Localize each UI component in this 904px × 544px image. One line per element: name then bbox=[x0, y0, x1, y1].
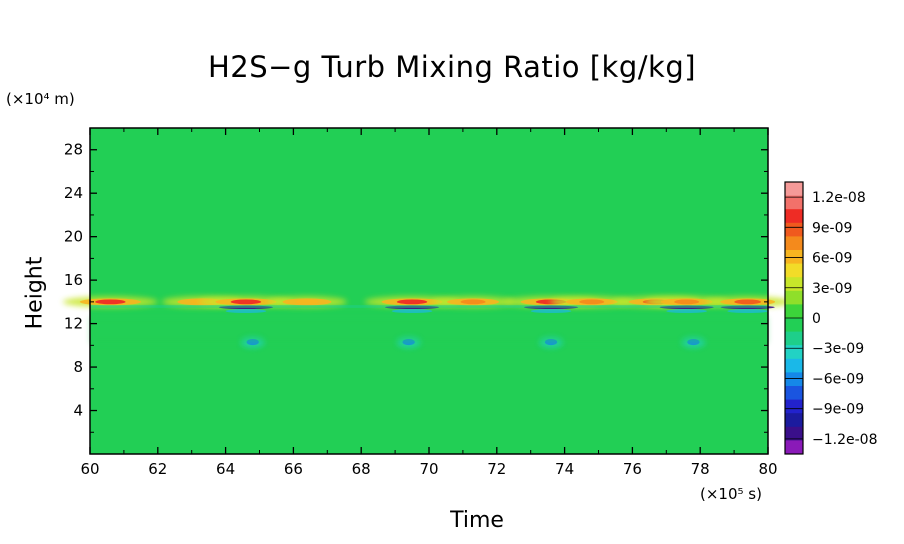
x-tick-label: 70 bbox=[419, 460, 438, 478]
y-tick-label: 12 bbox=[64, 315, 83, 333]
heatmap-cell bbox=[95, 299, 126, 305]
colorbar-swatch bbox=[785, 209, 803, 224]
y-tick-label: 8 bbox=[73, 358, 83, 376]
chart-title: H2S−g Turb Mixing Ratio [kg/kg] bbox=[207, 50, 697, 84]
colorbar-swatch bbox=[785, 426, 803, 441]
heatmap-cell bbox=[674, 299, 700, 305]
heatmap-cell bbox=[391, 309, 433, 314]
heatmap-cell bbox=[225, 309, 267, 314]
heatmap-features bbox=[62, 296, 792, 348]
x-tick-label: 60 bbox=[80, 460, 99, 478]
colorbar-tick-label: 9e-09 bbox=[812, 220, 852, 236]
y-tick-label: 24 bbox=[64, 184, 83, 202]
x-tick-label: 68 bbox=[352, 460, 371, 478]
heatmap-cell bbox=[230, 299, 262, 305]
colorbar: 1.2e-08 9e-09 6e-09 3e-09 0 −3e-09 −6e-09 −9e-0… bbox=[784, 181, 877, 455]
colorbar-swatch bbox=[785, 277, 803, 292]
colorbar-tick-label: −3e-09 bbox=[812, 341, 864, 357]
heatmap-cell bbox=[460, 299, 486, 305]
x-tick-label: 66 bbox=[284, 460, 303, 478]
colorbar-swatch bbox=[785, 222, 803, 237]
y-axis-unit: (×10⁴ m) bbox=[6, 90, 75, 108]
x-tick-label: 74 bbox=[555, 460, 574, 478]
heatmap-cell bbox=[295, 299, 319, 305]
colorbar-tick-label: 1.2e-08 bbox=[812, 190, 866, 206]
x-tick-label: 76 bbox=[623, 460, 642, 478]
colorbar-swatch bbox=[785, 290, 803, 305]
colorbar-swatch bbox=[785, 195, 803, 210]
x-axis-label: Time bbox=[450, 508, 504, 533]
heatmap-cell bbox=[666, 309, 707, 314]
colorbar-swatch bbox=[785, 236, 803, 251]
heatmap-cell bbox=[734, 299, 762, 305]
x-tick-label: 80 bbox=[758, 460, 777, 478]
colorbar-swatch bbox=[785, 331, 803, 346]
heatmap-cell bbox=[727, 309, 768, 314]
colorbar-tick-label: 3e-09 bbox=[812, 281, 852, 297]
colorbar-swatch bbox=[785, 399, 803, 414]
x-tick-label: 72 bbox=[487, 460, 506, 478]
colorbar-swatch bbox=[785, 250, 803, 265]
colorbar-tick-label: −6e-09 bbox=[812, 371, 864, 387]
colorbar-swatch bbox=[785, 440, 803, 455]
colorbar-swatch bbox=[785, 413, 803, 428]
colorbar-swatch bbox=[785, 372, 803, 387]
x-tick-label: 78 bbox=[691, 460, 710, 478]
heatmap-cell bbox=[530, 309, 572, 314]
heatmap-cell bbox=[396, 299, 428, 305]
colorbar-swatch bbox=[785, 304, 803, 319]
colorbar-swatch bbox=[785, 386, 803, 401]
y-tick-label: 4 bbox=[73, 402, 83, 420]
x-tick-label: 62 bbox=[148, 460, 167, 478]
heatmap-cell bbox=[90, 317, 768, 344]
colorbar-tick-label: −1.2e-08 bbox=[812, 432, 877, 448]
y-tick-label: 28 bbox=[64, 141, 83, 159]
heatmap-cell bbox=[579, 299, 605, 305]
colorbar-tick-label: 0 bbox=[812, 311, 821, 327]
axes: 60 62 64 66 68 70 72 74 76 78 80 4 8 12 16 20 24 28 bbox=[64, 127, 778, 478]
y-tick-label: 20 bbox=[64, 228, 83, 246]
x-axis-unit: (×10⁵ s) bbox=[700, 485, 762, 503]
plot-area bbox=[90, 128, 768, 454]
y-tick-label: 16 bbox=[64, 271, 83, 289]
colorbar-tick-label: −9e-09 bbox=[812, 402, 864, 418]
colorbar-swatch bbox=[785, 318, 803, 333]
colorbar-swatch bbox=[785, 263, 803, 278]
x-tick-label: 64 bbox=[216, 460, 235, 478]
colorbar-swatch bbox=[785, 182, 803, 197]
colorbar-swatch bbox=[785, 345, 803, 360]
heatmap-cell bbox=[90, 305, 768, 308]
colorbar-tick-label: 6e-09 bbox=[812, 251, 852, 267]
colorbar-swatch bbox=[785, 358, 803, 373]
